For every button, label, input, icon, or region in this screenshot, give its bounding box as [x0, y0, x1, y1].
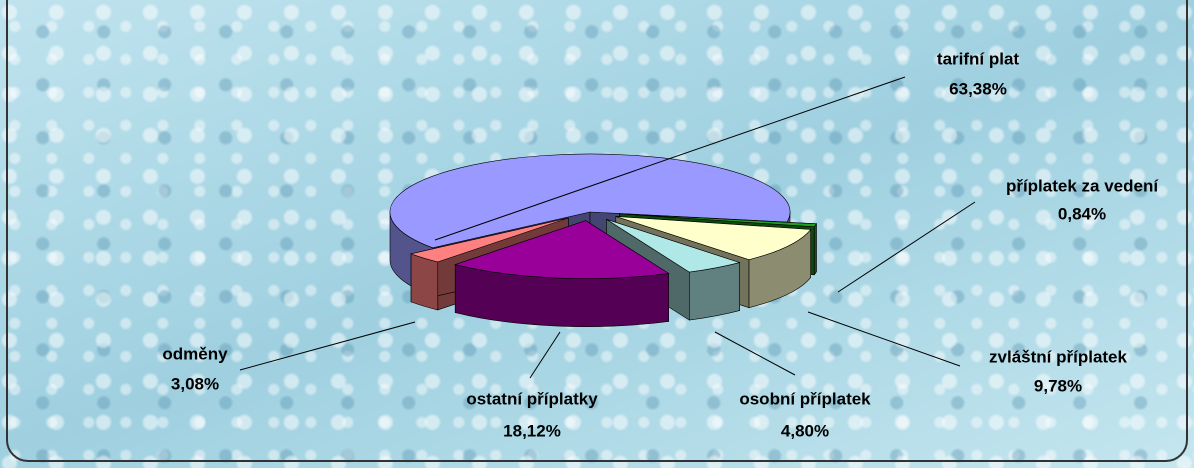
value-label: 63,38% [949, 79, 1007, 98]
leader-line [239, 321, 416, 371]
slice-wall [410, 253, 439, 311]
category-label: ostatní příplatky [466, 389, 598, 408]
slice [619, 213, 817, 228]
leader-line [807, 311, 961, 367]
slice-wall [813, 222, 817, 276]
category-label: zvláštní příplatek [989, 347, 1127, 366]
category-label: osobní příplatek [739, 389, 871, 408]
leader-line [714, 331, 796, 376]
slice [389, 153, 791, 249]
leader-line [529, 331, 561, 379]
value-label: 9,78% [1034, 376, 1082, 395]
leader-line [434, 76, 906, 241]
slice [606, 219, 741, 273]
slice [454, 220, 670, 279]
value-label: 18,12% [503, 421, 561, 440]
value-label: 4,80% [781, 421, 829, 440]
slice [410, 217, 569, 263]
leader-line [837, 201, 976, 293]
category-label: odměny [162, 344, 228, 363]
value-label: 3,08% [171, 374, 219, 393]
frame [6, 0, 1188, 462]
category-label: tarifní plat [937, 49, 1020, 68]
category-label: příplatek za vedení [1006, 176, 1159, 195]
slice [615, 216, 812, 261]
value-label: 0,84% [1058, 204, 1106, 223]
